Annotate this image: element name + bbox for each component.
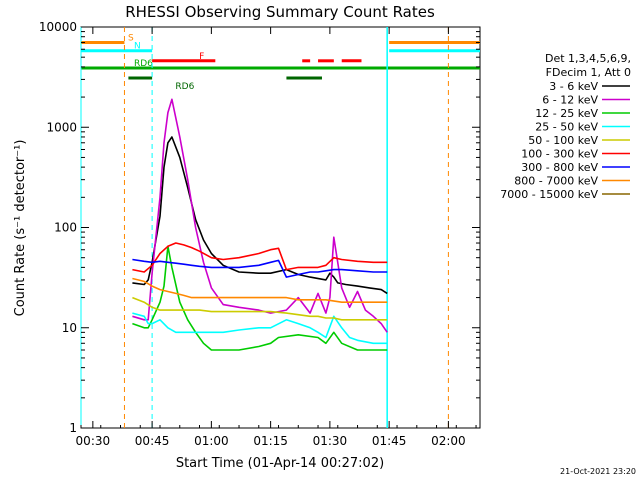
series-line-6 [132,258,388,278]
series-line-3 [132,312,388,345]
legend-label-4: 50 - 100 keV [528,134,598,147]
series-line-1 [132,98,388,333]
legend-label-8: 7000 - 15000 keV [500,188,598,201]
legend-header-1: Det 1,3,4,5,6,9, [545,52,631,65]
y-axis-ticks: 1 10 100 1000 10000 [39,20,480,435]
series-line-4 [132,296,388,321]
series-lines [132,98,388,351]
chart-title: RHESSI Observing Summary Count Rates [125,3,435,21]
x-axis-ticks: 00:30 00:45 01:00 01:15 01:30 01:45 02:00 [76,27,477,448]
legend-label-1: 6 - 12 keV [542,94,598,107]
status-bars: SN F RD6 RD6 [80,27,480,428]
series-line-2 [132,245,388,351]
legend-label-3: 25 - 50 keV [535,121,598,134]
legend-header-2: FDecim 1, Att 0 [546,66,631,79]
plot-frame [80,26,481,429]
y-tick-label-3: 1000 [46,120,77,134]
y-tick-label-1: 10 [62,321,77,335]
status-bar-label-3: RD6 [134,59,153,69]
status-bar-label-0: S [128,34,134,44]
status-bar-label-1: N [134,42,141,52]
status-bar-label-2: F [199,52,204,62]
y-tick-label-2: 100 [54,221,77,235]
x-tick-label-3: 01:15 [253,434,288,448]
series-line-5 [132,242,388,273]
footer-timestamp: 21-Oct-2021 23:20 [560,467,636,476]
x-tick-label-6: 02:00 [431,434,466,448]
legend-label-5: 100 - 300 keV [521,148,598,161]
x-axis-label: Start Time (01-Apr-14 00:27:02) [176,456,384,471]
status-bar-label-4: RD6 [175,82,194,92]
x-tick-label-4: 01:30 [313,434,348,448]
y-tick-label-4: 10000 [39,20,77,34]
legend-label-7: 800 - 7000 keV [514,175,598,188]
legend: Det 1,3,4,5,6,9, FDecim 1, Att 0 3 - 6 k… [500,52,631,201]
legend-label-0: 3 - 6 keV [549,80,598,93]
legend-label-6: 300 - 800 keV [521,161,598,174]
x-tick-label-0: 00:30 [76,434,111,448]
y-axis-label: Count Rate (s⁻¹ detector⁻¹) [13,140,28,317]
x-tick-label-1: 00:45 [135,434,170,448]
x-tick-label-2: 01:00 [194,434,229,448]
series-line-7 [132,277,388,304]
legend-label-2: 12 - 25 keV [535,107,598,120]
x-tick-label-5: 01:45 [372,434,407,448]
y-tick-label-0: 1 [69,421,77,435]
